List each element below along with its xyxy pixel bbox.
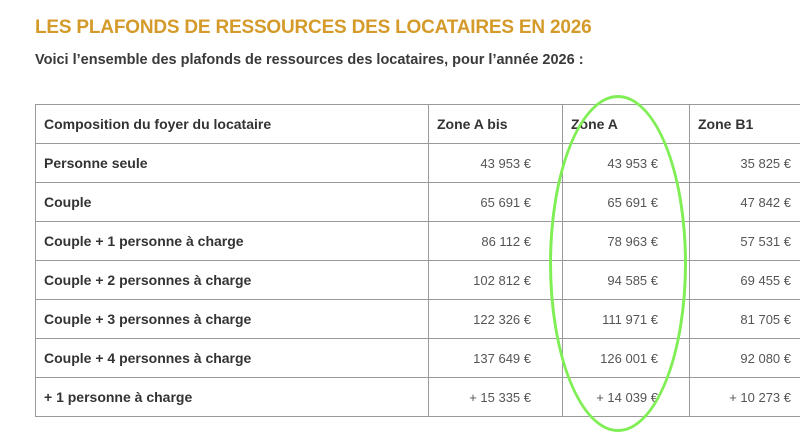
cell-zone-a-bis: 86 112 € [428,221,563,261]
cell-zone-b1: 57 531 € [689,221,800,261]
row-label: Couple + 2 personnes à charge [35,260,429,300]
cell-zone-a: 126 001 € [562,338,690,378]
cell-zone-b1: 69 455 € [689,260,800,300]
cell-zone-a: 94 585 € [562,260,690,300]
table-row: Couple + 3 personnes à charge 122 326 € … [35,299,800,339]
cell-zone-b1: 47 842 € [689,182,800,222]
cell-zone-a: 43 953 € [562,143,690,183]
page-title: LES PLAFONDS DE RESSOURCES DES LOCATAIRE… [35,17,592,38]
table-header-row: Composition du foyer du locataire Zone A… [35,104,800,144]
cell-zone-a-bis: 122 326 € [428,299,563,339]
row-label: + 1 personne à charge [35,377,429,417]
resource-ceilings-table: Composition du foyer du locataire Zone A… [35,104,800,417]
cell-zone-a-bis: + 15 335 € [428,377,563,417]
cell-zone-a: 65 691 € [562,182,690,222]
cell-zone-a-bis: 102 812 € [428,260,563,300]
page-intro: Voici l’ensemble des plafonds de ressour… [35,52,584,68]
row-label: Couple + 1 personne à charge [35,221,429,261]
table-row: Couple + 1 personne à charge 86 112 € 78… [35,221,800,261]
table-row: Couple 65 691 € 65 691 € 47 842 € [35,182,800,222]
cell-zone-b1: 92 080 € [689,338,800,378]
cell-zone-a: + 14 039 € [562,377,690,417]
header-zone-a: Zone A [562,104,690,144]
cell-zone-a-bis: 137 649 € [428,338,563,378]
row-label: Couple + 4 personnes à charge [35,338,429,378]
table-row: Couple + 4 personnes à charge 137 649 € … [35,338,800,378]
table-row: Personne seule 43 953 € 43 953 € 35 825 … [35,143,800,183]
cell-zone-a-bis: 43 953 € [428,143,563,183]
header-zone-a-bis: Zone A bis [428,104,563,144]
cell-zone-a: 78 963 € [562,221,690,261]
cell-zone-a-bis: 65 691 € [428,182,563,222]
cell-zone-b1: + 10 273 € [689,377,800,417]
header-composition: Composition du foyer du locataire [35,104,429,144]
row-label: Couple + 3 personnes à charge [35,299,429,339]
table-row: + 1 personne à charge + 15 335 € + 14 03… [35,377,800,417]
row-label: Couple [35,182,429,222]
cell-zone-b1: 81 705 € [689,299,800,339]
table-row: Couple + 2 personnes à charge 102 812 € … [35,260,800,300]
cell-zone-b1: 35 825 € [689,143,800,183]
cell-zone-a: 111 971 € [562,299,690,339]
header-zone-b1: Zone B1 [689,104,800,144]
row-label: Personne seule [35,143,429,183]
